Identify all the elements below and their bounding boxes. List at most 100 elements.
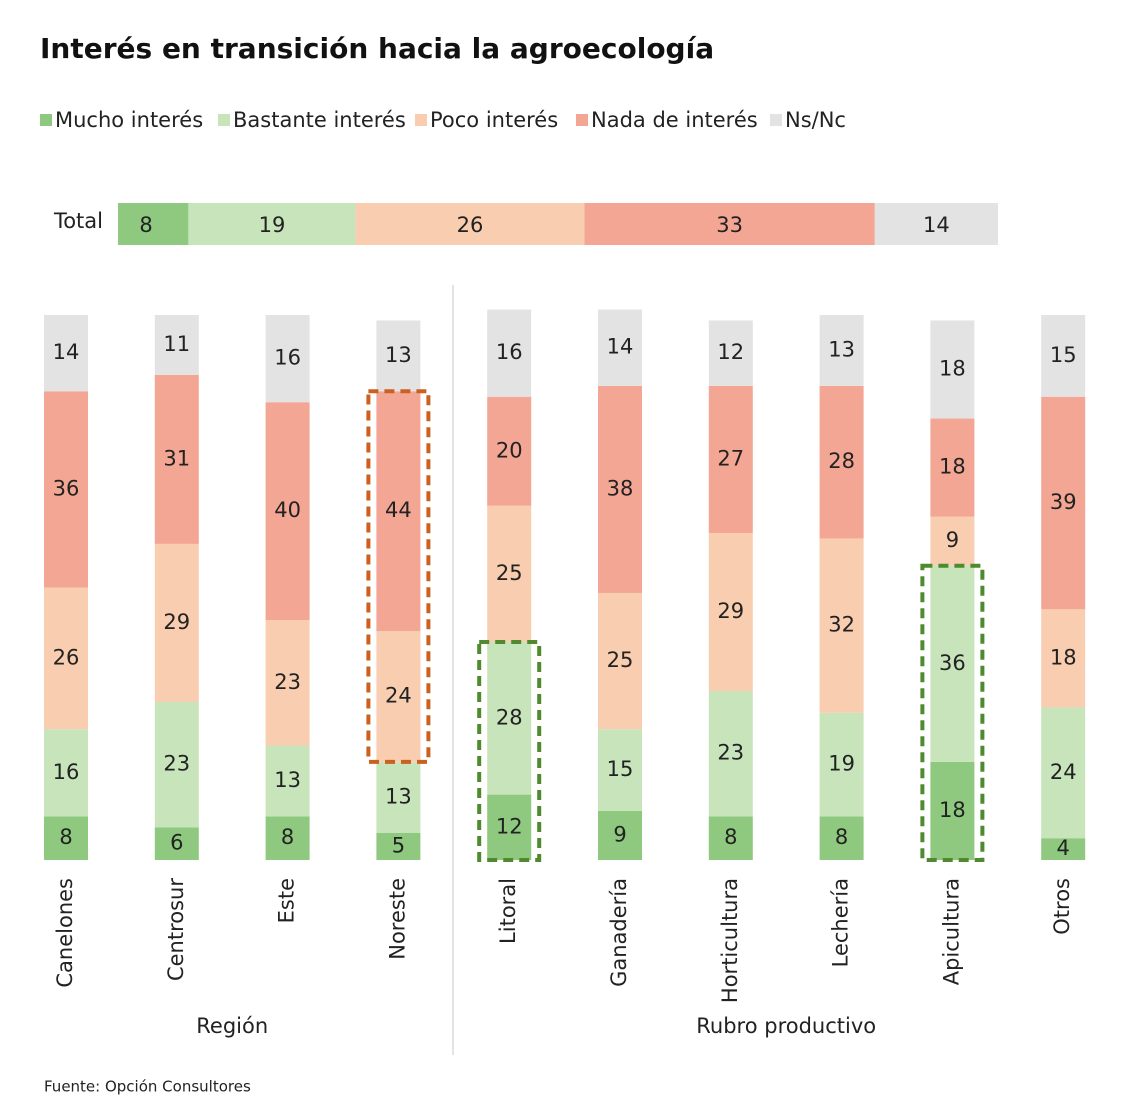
bar-segment — [1041, 315, 1086, 397]
category-label: Canelones — [53, 878, 77, 988]
bar-segment — [708, 320, 753, 386]
bar-segment — [598, 810, 642, 860]
value-label: 27 — [717, 446, 744, 470]
bar-segment — [598, 309, 642, 386]
bar-segment — [44, 315, 88, 392]
value-label: 13 — [274, 768, 301, 792]
highlight-box — [477, 640, 542, 862]
bar-segment — [930, 320, 975, 419]
bar-segment — [1041, 609, 1086, 708]
category-label: Apicultura — [939, 878, 963, 985]
value-label: 14 — [53, 340, 80, 364]
legend-label: Poco interés — [430, 108, 558, 132]
value-label: 24 — [385, 684, 412, 708]
bar-segment — [44, 587, 88, 730]
total-label: Total — [53, 209, 103, 233]
category-label: Este — [275, 878, 299, 923]
bar-segment — [154, 701, 199, 828]
bar-segment — [487, 396, 532, 506]
value-label: 16 — [53, 760, 80, 784]
bar-segment — [930, 565, 975, 762]
value-label: 12 — [717, 340, 744, 364]
value-label: 11 — [163, 332, 190, 356]
value-label: 38 — [607, 476, 634, 500]
bar-segment — [598, 729, 642, 811]
value-label: 18 — [1050, 645, 1077, 669]
bar-segment — [708, 691, 753, 817]
bar-segment — [598, 592, 642, 730]
value-label: 44 — [385, 498, 412, 522]
value-label: 8 — [281, 825, 294, 849]
value-label: 5 — [392, 833, 405, 857]
total-value-label: 33 — [716, 213, 743, 237]
bar-segment — [265, 816, 310, 860]
bar-segment — [265, 402, 310, 621]
bar-segment — [44, 729, 88, 817]
bar-segment — [44, 391, 88, 588]
bar-segment — [376, 761, 421, 833]
bar-segment — [708, 385, 753, 533]
value-label: 26 — [53, 645, 80, 669]
total-segment — [118, 203, 189, 245]
legend-label: Ns/Nc — [785, 108, 846, 132]
value-label: 20 — [496, 438, 523, 462]
value-label: 8 — [59, 825, 72, 849]
value-label: 6 — [170, 831, 183, 855]
value-label: 32 — [828, 613, 855, 637]
bar-segment — [154, 374, 199, 544]
value-label: 28 — [828, 449, 855, 473]
group-label: Región — [196, 1014, 268, 1038]
bar-segment — [1041, 707, 1086, 839]
bar-segment — [819, 538, 864, 713]
bar-segment — [708, 816, 753, 860]
total-segment — [874, 203, 998, 245]
value-label: 18 — [939, 455, 966, 479]
value-label: 13 — [385, 784, 412, 808]
value-label: 8 — [835, 825, 848, 849]
value-label: 23 — [274, 670, 301, 694]
bar-segment — [376, 391, 421, 632]
bar-segment — [265, 745, 310, 817]
value-label: 40 — [274, 498, 301, 522]
bar-segment — [930, 761, 975, 860]
bar-segment — [376, 320, 421, 392]
bar-segment — [376, 832, 421, 860]
value-label: 23 — [717, 741, 744, 765]
value-label: 28 — [496, 705, 523, 729]
value-label: 4 — [1057, 836, 1070, 860]
value-label: 19 — [828, 752, 855, 776]
bar-segment — [930, 418, 975, 517]
value-label: 9 — [613, 822, 626, 846]
bar-segment — [819, 816, 864, 860]
total-segment — [188, 203, 356, 245]
bar-segment — [930, 516, 975, 566]
total-value-label: 26 — [457, 213, 484, 237]
bar-segment — [819, 315, 864, 386]
bar-segment — [487, 309, 532, 397]
legend-swatch — [218, 114, 230, 126]
chart-title: Interés en transición hacia la agroecolo… — [40, 32, 714, 65]
legend-label: Mucho interés — [55, 108, 203, 132]
value-label: 15 — [607, 757, 634, 781]
bar-segment — [819, 712, 864, 817]
bar-segment — [154, 827, 199, 860]
value-label: 18 — [939, 798, 966, 822]
value-label: 31 — [163, 446, 190, 470]
total-value-label: 19 — [259, 213, 286, 237]
bar-segment — [154, 543, 199, 702]
category-label: Otros — [1050, 878, 1074, 935]
bar-segment — [265, 315, 310, 403]
value-label: 13 — [385, 343, 412, 367]
category-label: Ganadería — [607, 878, 631, 987]
legend-swatch — [770, 114, 782, 126]
value-label: 12 — [496, 814, 523, 838]
legend-swatch — [415, 114, 427, 126]
legend-swatch — [576, 114, 588, 126]
value-label: 14 — [607, 335, 634, 359]
total-segment — [584, 203, 875, 245]
value-label: 18 — [939, 357, 966, 381]
highlight-box — [920, 563, 985, 862]
bar-segment — [44, 816, 88, 860]
category-label: Noreste — [385, 878, 409, 960]
value-label: 25 — [607, 648, 634, 672]
